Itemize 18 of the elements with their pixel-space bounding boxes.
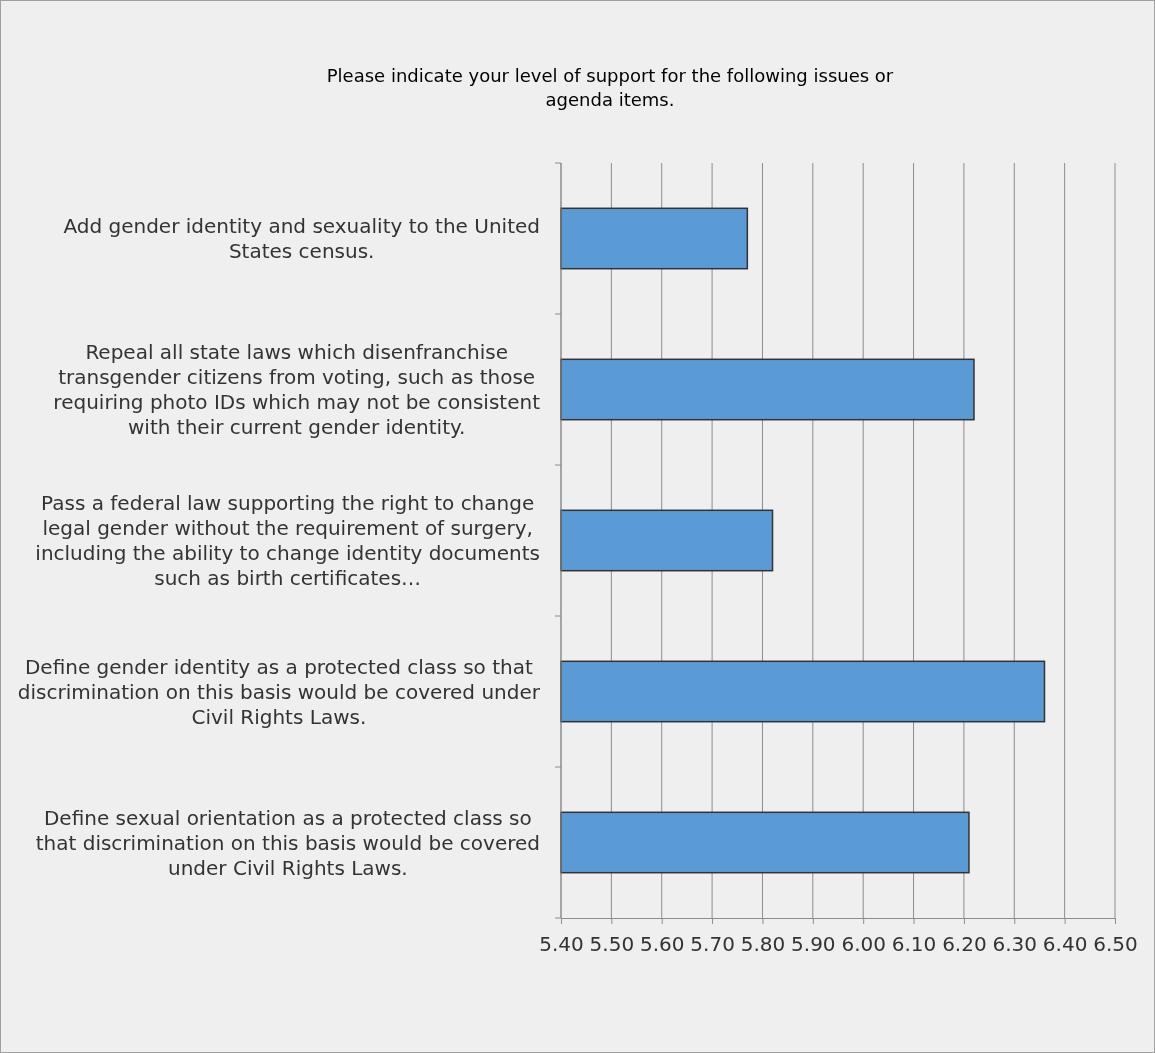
y-tick-label: Repeal all state laws which disenfranchise transgender citizens from voting, such as those requiring photo IDs which may not be consistent with their current gender identity. bbox=[53, 340, 541, 439]
x-tick-label: 6.00 bbox=[841, 932, 886, 956]
y-tick-label: Define sexual orientation as a protected class so that discrimination on this basis would be covered under Civil Rights Laws. bbox=[35, 805, 540, 880]
x-tick-label: 6.10 bbox=[891, 932, 937, 956]
x-tick-label: 6.40 bbox=[1042, 932, 1088, 956]
y-tick-label: Pass a federal law supporting the right to change legal gender without the requirement of surgery, including the ability to change identity documents such as birth certificates… bbox=[35, 491, 540, 590]
x-tick-label: 5.50 bbox=[589, 932, 635, 956]
y-tick-label: Add gender identity and sexuality to the United States census. bbox=[63, 214, 540, 263]
chart-title: Please indicate your level of support for the following issues or agenda items. bbox=[326, 65, 894, 110]
y-tick-label: Define gender identity as a protected class so that discrimination on this basis would be covered under Civil Rights Laws. bbox=[17, 654, 541, 729]
x-tick-label: 6.20 bbox=[942, 932, 987, 956]
x-tick-label: 5.90 bbox=[791, 932, 836, 956]
x-tick-label: 5.70 bbox=[690, 932, 735, 956]
x-tick-label: 5.60 bbox=[639, 932, 685, 956]
x-tick-label: 6.30 bbox=[992, 932, 1038, 956]
x-tick-label: 5.80 bbox=[740, 932, 786, 956]
x-tick-label: 6.50 bbox=[1093, 932, 1138, 956]
x-tick-label: 5.40 bbox=[539, 932, 584, 956]
